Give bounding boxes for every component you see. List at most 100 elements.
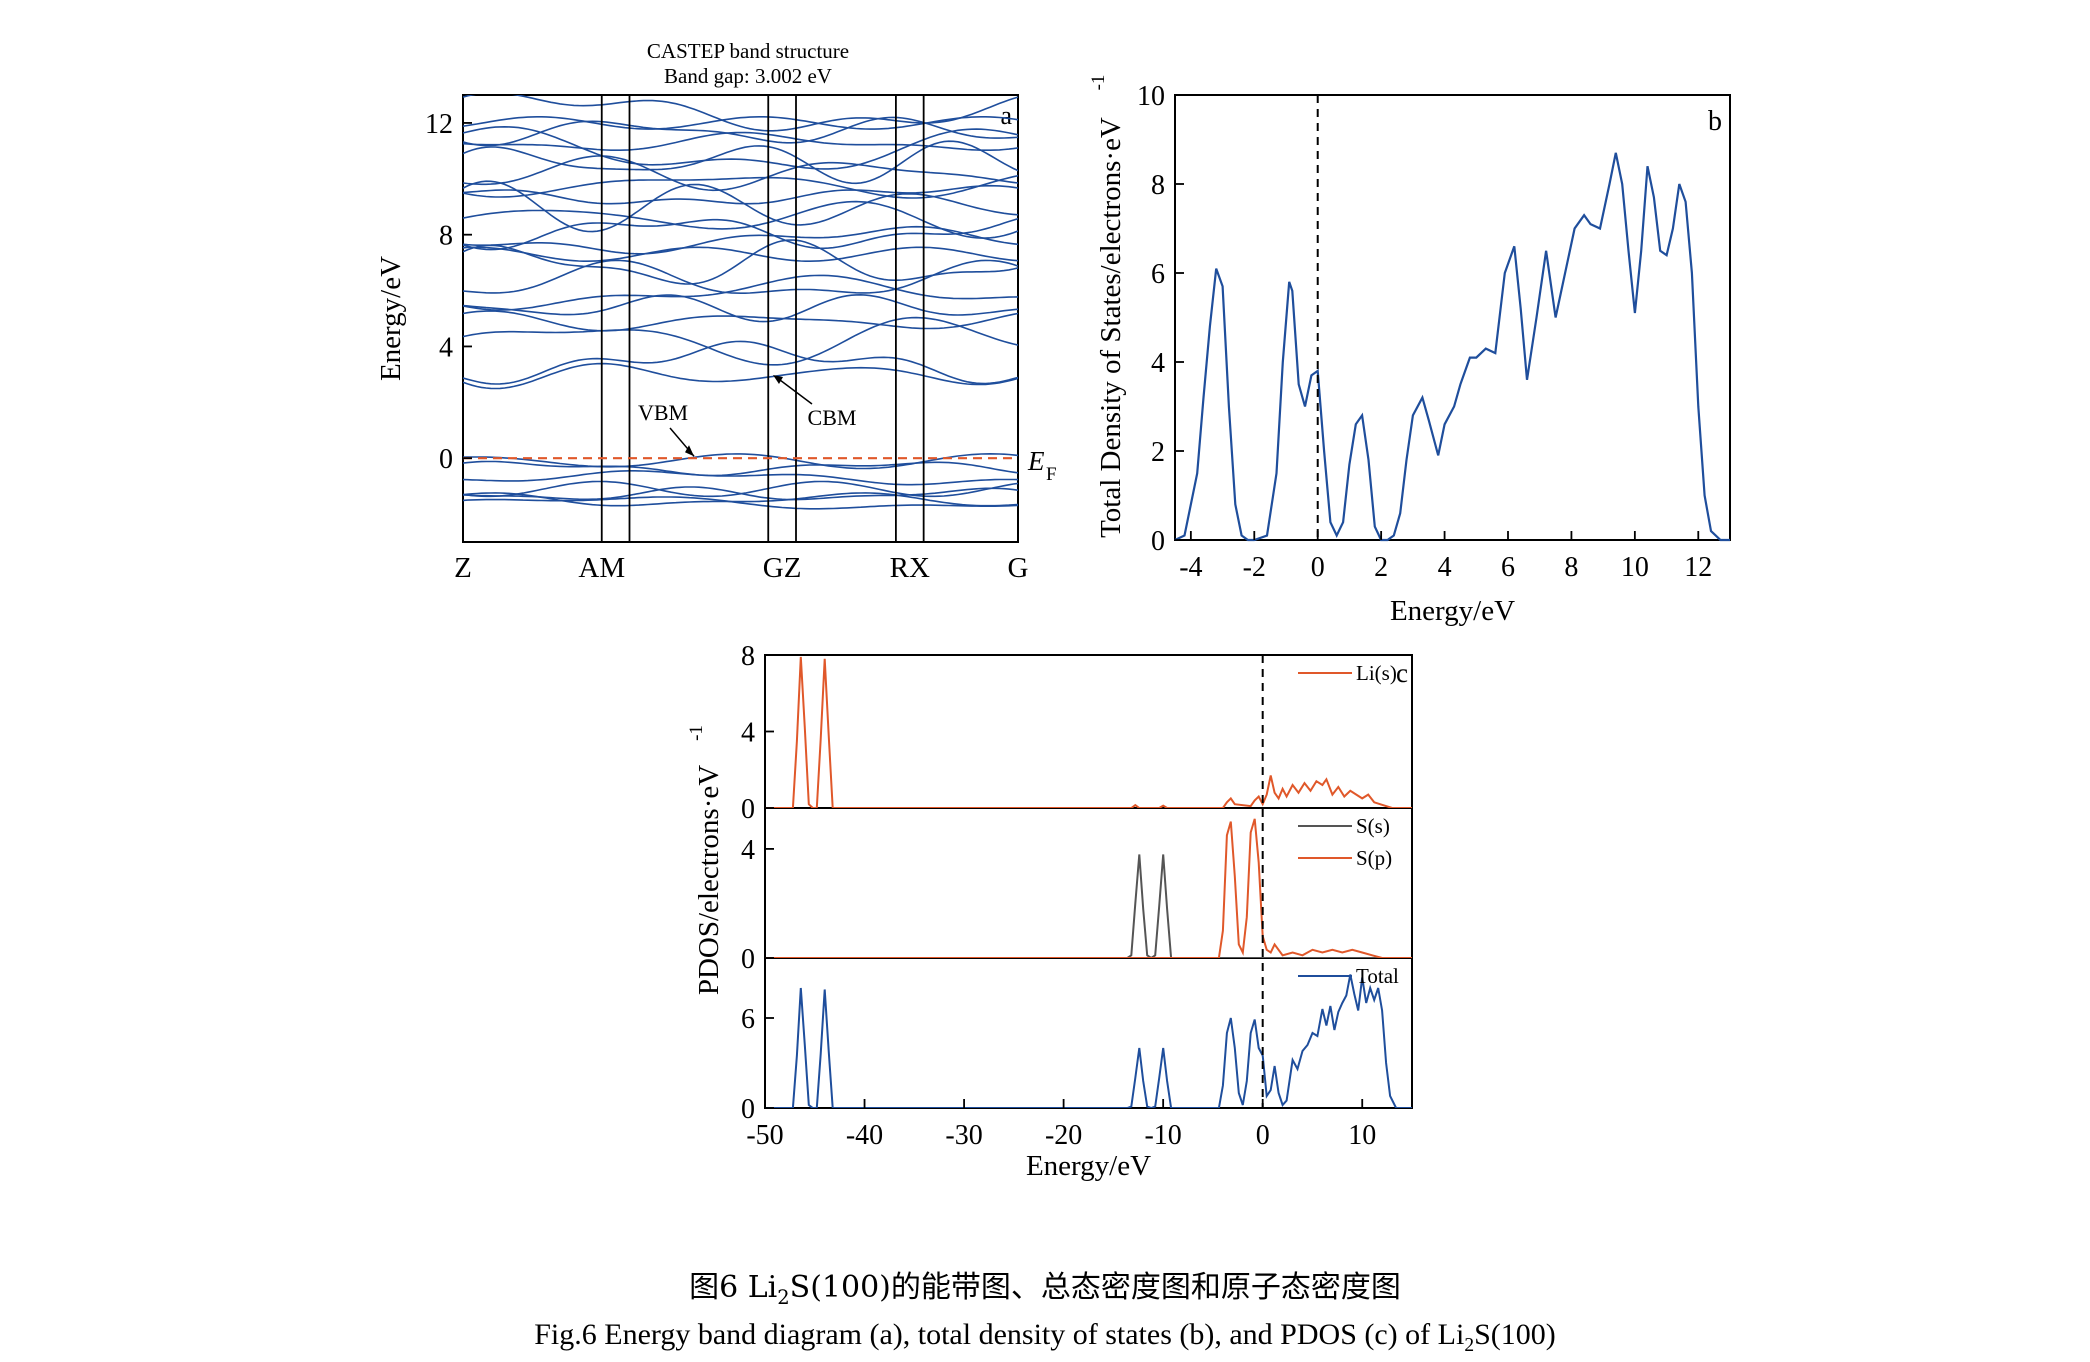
band-line — [463, 470, 1018, 486]
caption-english: Fig.6 Energy band diagram (a), total den… — [0, 1318, 2090, 1355]
band-line — [463, 274, 1018, 311]
panel-c-xtick-label: 10 — [1348, 1120, 1376, 1151]
panel-b-xtick-label: -4 — [1179, 552, 1202, 583]
panel-c-ylabel-sup: -1 — [686, 725, 707, 741]
band-line — [463, 95, 1018, 132]
fermi-label-sub: F — [1046, 464, 1057, 485]
panel-b-ylabel-sup: -1 — [1088, 75, 1109, 91]
band-line — [463, 496, 1018, 510]
caption-chinese: 图6 Li2S(100)的能带图、总态密度图和原子态密度图 — [0, 1262, 2090, 1309]
panel-c-ylabel: PDOS/electrons·eV — [693, 765, 725, 995]
panel-a-subtitle: Band gap: 3.002 eV — [664, 64, 832, 88]
band-line — [463, 174, 1018, 199]
band-line — [463, 131, 1018, 151]
panel-b-xtick-label: 2 — [1374, 552, 1388, 583]
band-line — [463, 340, 1018, 385]
caption-cn-post: S(100)的能带图、总态密度图和原子态密度图 — [789, 1270, 1401, 1305]
panel-a-label: a — [1000, 101, 1012, 130]
band-line — [463, 480, 1018, 498]
band-line — [463, 155, 1018, 192]
panel-b-xtick-label: 0 — [1311, 552, 1325, 583]
panel-b-ytick-label: 8 — [1151, 170, 1165, 201]
panel-c-ytick-label: 8 — [741, 641, 755, 672]
cbm-arrowhead — [773, 375, 783, 384]
cbm-annotation: CBM — [808, 405, 857, 430]
panel-b-xtick-label: -2 — [1243, 552, 1266, 583]
band-line — [463, 362, 1018, 390]
legend-label: S(p) — [1356, 846, 1392, 870]
kpoint-label: GZ — [763, 552, 802, 584]
band-line — [463, 492, 1018, 507]
kpoint-label: AM — [578, 552, 625, 584]
panel-c-pdos: 0 4 8 Li(s) 0 4 S(s) S(p) 0 6 Total c -50 -40 -30 -20 -1… — [686, 641, 1413, 1182]
band-line — [463, 125, 1018, 170]
panel-b-xtick-label: 8 — [1564, 552, 1578, 583]
panel-a-ytick-label: 4 — [439, 332, 453, 363]
pdos-series-line — [765, 854, 1412, 958]
caption-cn-sub: 2 — [777, 1286, 790, 1309]
fermi-label: E — [1027, 446, 1045, 476]
kpoint-label: RX — [890, 552, 930, 584]
panel-b-xtick-label: 10 — [1621, 552, 1649, 583]
panel-a-ytick-label: 12 — [425, 109, 453, 140]
band-line — [463, 184, 1018, 205]
panel-b-xtick-label: 4 — [1438, 552, 1452, 583]
panel-c-xlabel: Energy/eV — [1026, 1150, 1151, 1182]
panel-b-ylabel: Total Density of States/electrons·eV — [1095, 117, 1127, 538]
band-line — [463, 140, 1018, 185]
panel-b-xtick-label: 12 — [1684, 552, 1712, 583]
band-line — [463, 246, 1018, 262]
panel-b-ytick-label: 10 — [1137, 81, 1165, 112]
panel-c-frame — [764, 654, 1413, 1109]
caption-en-post: S(100) — [1474, 1318, 1556, 1351]
vbm-arrowhead — [685, 445, 694, 457]
panel-c-xtick-label: -30 — [945, 1120, 982, 1151]
band-line — [463, 460, 1018, 477]
vbm-annotation: VBM — [638, 400, 688, 425]
panel-b-label: b — [1708, 106, 1722, 137]
panel-a-frame — [462, 94, 1019, 543]
caption-en-sub: 2 — [1464, 1335, 1475, 1356]
panel-a-title: CASTEP band structure — [647, 39, 849, 63]
pdos-subplot-li: 0 4 8 Li(s) — [741, 641, 1412, 825]
band-line — [463, 310, 1018, 332]
panel-c-xtick-label: -10 — [1144, 1120, 1181, 1151]
panel-a-ytick-label: 8 — [439, 221, 453, 252]
panel-c-ytick-label: 0 — [741, 944, 755, 975]
band-line — [463, 316, 1018, 366]
panel-c-label: c — [1396, 658, 1408, 688]
panel-c-ytick-label: 6 — [741, 1004, 755, 1035]
panel-c-ytick-label: 4 — [741, 835, 755, 866]
panel-c-ytick-label: 4 — [741, 718, 755, 749]
pdos-subplot-total: 0 6 Total — [741, 964, 1412, 1125]
panel-b-frame — [1174, 94, 1731, 541]
band-line — [463, 225, 1018, 255]
caption-en-pre: Fig.6 Energy band diagram (a), total den… — [534, 1318, 1465, 1351]
panel-a-bands — [463, 95, 1018, 510]
pdos-subplot-s: 0 4 S(s) S(p) — [741, 814, 1412, 975]
panel-b-ytick-label: 6 — [1151, 259, 1165, 290]
panel-a-ylabel: Energy/eV — [375, 256, 407, 381]
band-line — [463, 259, 1018, 294]
panel-b-total-dos: b -4 -2 0 2 4 6 8 10 12 0 2 4 6 8 10 Energy/eV Total Dens… — [1088, 75, 1731, 627]
total-dos-line — [1174, 152, 1730, 542]
band-line — [463, 239, 1018, 285]
caption-cn-pre: 图6 Li — [689, 1270, 778, 1305]
panel-c-xtick-label: -20 — [1045, 1120, 1082, 1151]
panel-b-xtick-label: 6 — [1501, 552, 1515, 583]
band-line — [463, 293, 1018, 323]
panel-b-ytick-label: 2 — [1151, 437, 1165, 468]
cbm-arrow — [775, 376, 813, 405]
panel-b-xlabel: Energy/eV — [1390, 595, 1515, 627]
kpoint-label: G — [1008, 552, 1029, 584]
band-line — [463, 217, 1018, 251]
panel-c-xtick-label: -50 — [746, 1120, 783, 1151]
panel-a-ytick-label: 0 — [439, 444, 453, 475]
legend-label: S(s) — [1356, 814, 1390, 838]
band-line — [463, 452, 1018, 470]
pdos-series-line — [765, 656, 1412, 808]
legend-label: Total — [1356, 964, 1399, 988]
legend-label: Li(s) — [1356, 661, 1397, 685]
